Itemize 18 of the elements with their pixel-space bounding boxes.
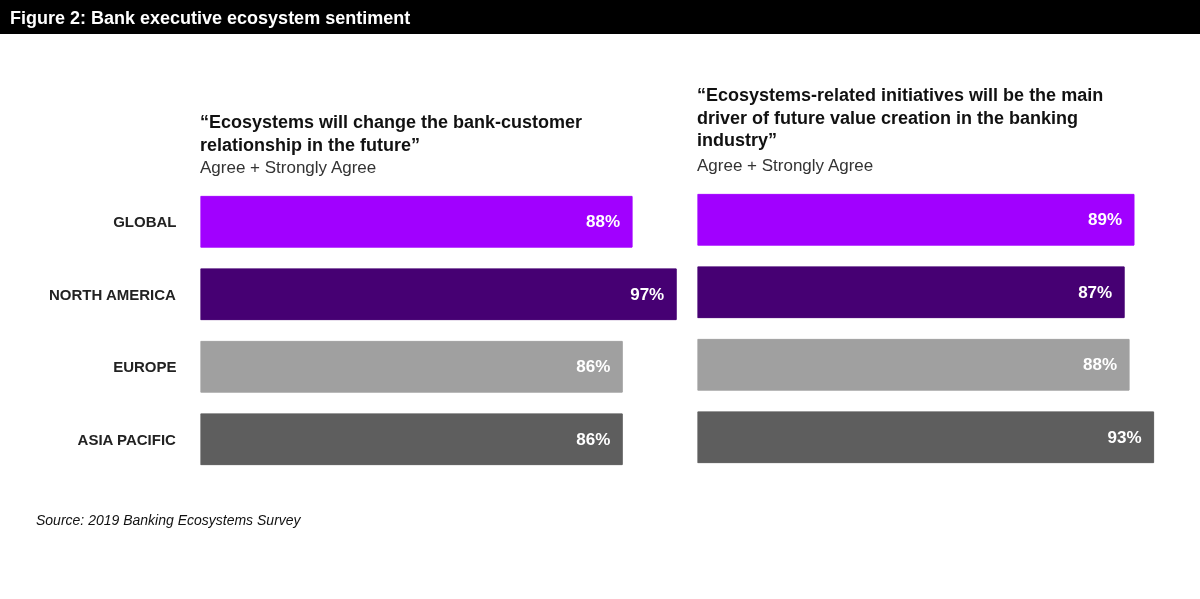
y-tick-label: NORTH AMERICA — [49, 285, 177, 303]
data-label: 93% — [1107, 427, 1142, 447]
data-label: 87% — [1078, 282, 1113, 302]
data-label: 89% — [1087, 210, 1122, 230]
data-label: 86% — [576, 429, 611, 449]
chart-title: “Ecosystems-related initiatives will be the main driver of future value creation in the banking industry” — [697, 84, 1105, 152]
y-tick-label: EUROPE — [113, 358, 177, 376]
data-label: 97% — [630, 284, 665, 304]
caption: Figure 2: Bank executive ecosystem sentiment — [10, 7, 411, 30]
source-note: Source: 2019 Banking Ecosystems Survey — [36, 511, 301, 530]
chart-title: “Ecosystems will change the bank-customer relationship in the future” — [200, 111, 584, 156]
chart-subtitle: Agree + Strongly Agree — [200, 157, 377, 179]
data-label: 88% — [586, 212, 621, 232]
data-label: 86% — [576, 357, 611, 377]
y-tick-label: ASIA PACIFIC — [77, 430, 177, 448]
chart-subtitle: Agree + Strongly Agree — [697, 155, 874, 177]
y-tick-label: GLOBAL — [113, 213, 177, 231]
data-label: 88% — [1083, 355, 1118, 375]
